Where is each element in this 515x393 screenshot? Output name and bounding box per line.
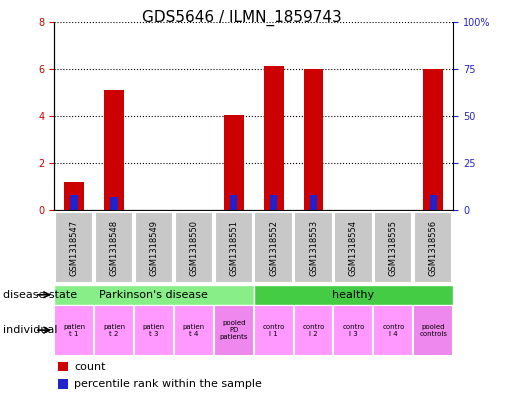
- Bar: [310, 195, 317, 210]
- Text: GSM1318551: GSM1318551: [229, 220, 238, 275]
- Bar: [214, 305, 253, 356]
- Text: GSM1318547: GSM1318547: [70, 220, 78, 275]
- Bar: [110, 197, 117, 210]
- Text: GSM1318556: GSM1318556: [429, 220, 438, 275]
- Text: contro
l 1: contro l 1: [263, 323, 285, 337]
- Bar: [423, 69, 443, 210]
- Bar: [230, 195, 237, 210]
- Bar: [55, 212, 93, 283]
- Text: GSM1318554: GSM1318554: [349, 220, 358, 275]
- Text: patien
t 4: patien t 4: [183, 323, 205, 337]
- Bar: [334, 305, 373, 356]
- Text: pooled
PD
patients: pooled PD patients: [219, 320, 248, 340]
- Bar: [303, 69, 323, 210]
- Bar: [414, 212, 452, 283]
- Bar: [54, 285, 253, 305]
- Text: patien
t 3: patien t 3: [143, 323, 165, 337]
- Bar: [254, 212, 293, 283]
- Bar: [224, 115, 244, 210]
- Bar: [373, 305, 413, 356]
- Text: GSM1318552: GSM1318552: [269, 220, 278, 275]
- Bar: [430, 195, 437, 210]
- Bar: [175, 212, 213, 283]
- Bar: [58, 362, 68, 371]
- Bar: [270, 195, 277, 210]
- Text: percentile rank within the sample: percentile rank within the sample: [74, 379, 262, 389]
- Text: GSM1318555: GSM1318555: [389, 220, 398, 275]
- Text: contro
l 4: contro l 4: [382, 323, 404, 337]
- Bar: [174, 305, 214, 356]
- Text: disease state: disease state: [3, 290, 77, 300]
- Bar: [295, 212, 333, 283]
- Bar: [104, 90, 124, 210]
- Text: GSM1318553: GSM1318553: [309, 220, 318, 275]
- Bar: [94, 305, 134, 356]
- Bar: [253, 305, 294, 356]
- Bar: [95, 212, 133, 283]
- Text: GDS5646 / ILMN_1859743: GDS5646 / ILMN_1859743: [142, 10, 342, 26]
- Bar: [374, 212, 413, 283]
- Bar: [54, 305, 94, 356]
- Bar: [253, 285, 453, 305]
- Text: Parkinson's disease: Parkinson's disease: [99, 290, 208, 300]
- Text: patien
t 1: patien t 1: [63, 323, 85, 337]
- Bar: [264, 66, 284, 210]
- Text: pooled
controls: pooled controls: [419, 323, 447, 337]
- Text: GSM1318548: GSM1318548: [110, 220, 118, 275]
- Text: contro
l 3: contro l 3: [342, 323, 365, 337]
- Bar: [64, 182, 84, 210]
- Bar: [71, 195, 78, 210]
- Text: contro
l 2: contro l 2: [302, 323, 324, 337]
- Text: healthy: healthy: [332, 290, 374, 300]
- Bar: [215, 212, 253, 283]
- Bar: [58, 379, 68, 389]
- Text: individual: individual: [3, 325, 57, 335]
- Text: patien
t 2: patien t 2: [103, 323, 125, 337]
- Text: count: count: [74, 362, 106, 372]
- Bar: [135, 212, 173, 283]
- Bar: [294, 305, 334, 356]
- Bar: [334, 212, 372, 283]
- Bar: [134, 305, 174, 356]
- Text: GSM1318550: GSM1318550: [190, 220, 198, 275]
- Bar: [413, 305, 453, 356]
- Text: GSM1318549: GSM1318549: [149, 220, 158, 275]
